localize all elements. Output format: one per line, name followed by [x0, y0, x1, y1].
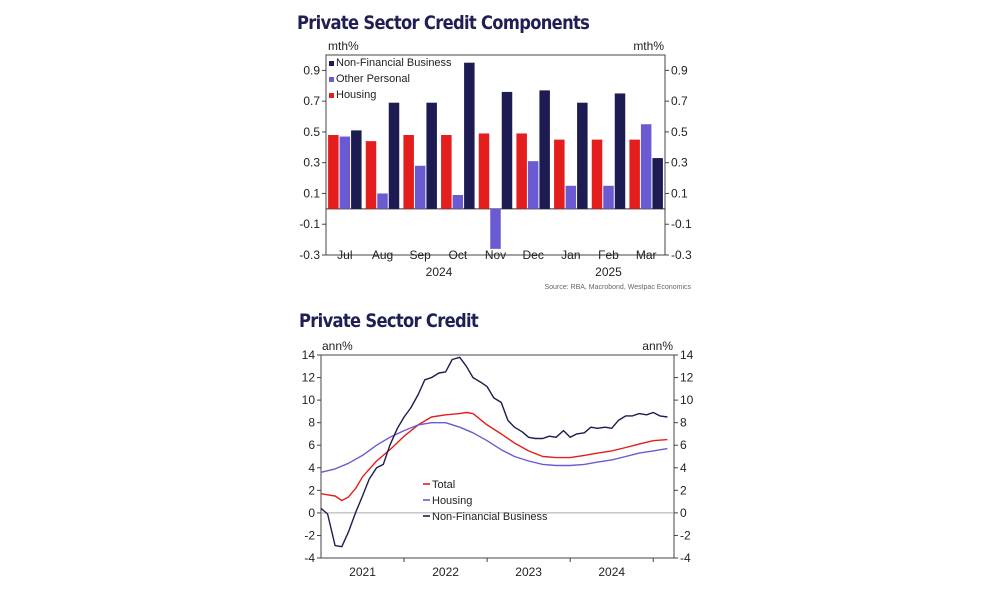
- bar-non-financial-business-feb: [614, 93, 626, 209]
- y-tick-label-right: 8: [680, 416, 687, 430]
- plot-frame: [325, 54, 666, 256]
- bar-housing-jul: [328, 135, 339, 209]
- y-tick-label-right: 0.7: [671, 94, 688, 108]
- y-tick-label-left: 12: [302, 371, 316, 385]
- y-tick-label-right: -4: [680, 551, 691, 565]
- bar-non-financial-business-sep: [426, 102, 437, 209]
- y-tick-label-right: -0.1: [671, 217, 692, 231]
- y-tick-label-right: 14: [680, 348, 694, 362]
- bar-non-financial-business-dec: [539, 90, 550, 209]
- y-tick-label-right: 0.9: [671, 63, 688, 77]
- y-axis-label-left: mth%: [328, 39, 359, 53]
- legend-label-housing: Housing: [336, 89, 376, 101]
- bar-non-financial-business-jan: [577, 102, 588, 209]
- y-tick-label-left: -0.3: [299, 248, 320, 262]
- bar-non-financial-business-aug: [388, 102, 400, 209]
- x-tick-label: Sep: [409, 248, 431, 262]
- y-tick-label-left: 14: [302, 348, 316, 362]
- bar-chart-credit-components: 0.9 0.9 0.7 0.7 0.5 0.5 0.3 0.3 0.1 0.1 -0.1 -0.1 -0…: [299, 39, 692, 279]
- bar-other-personal-dec: [527, 161, 539, 209]
- legend-label-total: Total: [432, 479, 455, 491]
- y-axis-label-left: ann%: [322, 339, 353, 353]
- year-label-2024: 2024: [426, 265, 453, 279]
- y-tick-label-right: 0.3: [671, 156, 688, 170]
- y-tick-label-right: 2: [680, 483, 687, 497]
- bar-other-personal-nov: [490, 208, 501, 249]
- x-tick-label: Oct: [448, 248, 467, 262]
- legend-label-non-financial-business: Non-Financial Business: [432, 511, 548, 523]
- x-tick-label: Aug: [372, 248, 393, 262]
- y-tick-label-left: 6: [308, 438, 315, 452]
- y-tick-label-right: 10: [680, 393, 694, 407]
- x-tick-label-2021: 2021: [349, 565, 376, 579]
- bar-other-personal-jul: [339, 136, 351, 209]
- x-tick-label-2022: 2022: [432, 565, 459, 579]
- y-tick-label-right: 0: [680, 506, 687, 520]
- y-axis-label-right: ann%: [642, 339, 673, 353]
- bar-other-personal-jan: [565, 185, 577, 209]
- bar-non-financial-business-jul: [351, 130, 362, 209]
- bar-other-personal-sep: [414, 165, 426, 209]
- x-tick-label: Jul: [337, 248, 352, 262]
- y-tick-label-right: -0.3: [671, 248, 692, 262]
- legend-label-housing: Housing: [432, 495, 472, 507]
- x-tick-label: Dec: [522, 248, 543, 262]
- y-tick-label-left: -0.1: [299, 217, 320, 231]
- y-tick-label-left: 8: [308, 416, 315, 430]
- bar-non-financial-business-oct: [464, 62, 475, 209]
- y-tick-label-left: -2: [304, 528, 315, 542]
- y-tick-label-left: 2: [308, 483, 315, 497]
- bar-other-personal-feb: [603, 185, 614, 209]
- y-tick-label-right: -2: [680, 528, 691, 542]
- series-line-non-financial-business: [320, 356, 668, 548]
- y-tick-label-left: 4: [308, 461, 315, 475]
- y-axis-label-right: mth%: [633, 39, 664, 53]
- y-tick-label-left: -4: [304, 551, 315, 565]
- y-tick-label-right: 0.5: [671, 125, 688, 139]
- y-tick-label-right: 0.1: [671, 186, 688, 200]
- x-tick-label-2023: 2023: [515, 565, 542, 579]
- series-line-housing: [320, 422, 668, 473]
- bar-non-financial-business-mar: [652, 158, 663, 209]
- series-line-total: [320, 411, 668, 502]
- bar-non-financial-business-nov: [501, 91, 513, 209]
- y-tick-label-left: 0.1: [303, 186, 320, 200]
- bar-housing-mar: [629, 139, 640, 209]
- legend-swatch-non-financial-business: [329, 61, 334, 66]
- y-tick-label-left: 0.3: [303, 156, 320, 170]
- bar-other-personal-aug: [377, 193, 388, 209]
- bar-housing-oct: [441, 135, 452, 209]
- bar-housing-jan: [554, 139, 565, 209]
- y-tick-label-left: 0.7: [303, 94, 320, 108]
- y-tick-label-left: 0: [308, 506, 315, 520]
- year-label-2025: 2025: [595, 265, 622, 279]
- chart-title-credit-components: Private Sector Credit Components: [297, 12, 590, 34]
- source-note: Source: RBA, Macrobond, Westpac Economic…: [544, 284, 691, 291]
- bar-housing-dec: [516, 133, 527, 209]
- bar-housing-aug: [365, 141, 377, 209]
- x-tick-label-2024: 2024: [598, 565, 625, 579]
- x-tick-label: Feb: [598, 248, 619, 262]
- bar-housing-nov: [478, 133, 490, 209]
- legend-label-non-financial-business: Non-Financial Business: [336, 57, 452, 69]
- plot-frame: [320, 354, 675, 559]
- bar-housing-sep: [403, 135, 414, 209]
- x-tick-label: Nov: [485, 248, 506, 262]
- legend-swatch-other-personal: [329, 77, 334, 82]
- bar-other-personal-oct: [452, 195, 464, 209]
- x-tick-label: Mar: [636, 248, 657, 262]
- y-tick-label-left: 10: [302, 393, 316, 407]
- chart-title-private-sector-credit: Private Sector Credit: [299, 310, 479, 332]
- x-tick-label: Jan: [561, 248, 580, 262]
- legend-swatch-housing: [329, 93, 334, 98]
- bar-housing-feb: [591, 139, 603, 209]
- y-tick-label-right: 12: [680, 371, 694, 385]
- legend-label-other-personal: Other Personal: [336, 73, 410, 85]
- y-tick-label-right: 4: [680, 461, 687, 475]
- y-tick-label-left: 0.9: [303, 63, 320, 77]
- y-tick-label-left: 0.5: [303, 125, 320, 139]
- y-tick-label-right: 6: [680, 438, 687, 452]
- bar-other-personal-mar: [640, 124, 652, 209]
